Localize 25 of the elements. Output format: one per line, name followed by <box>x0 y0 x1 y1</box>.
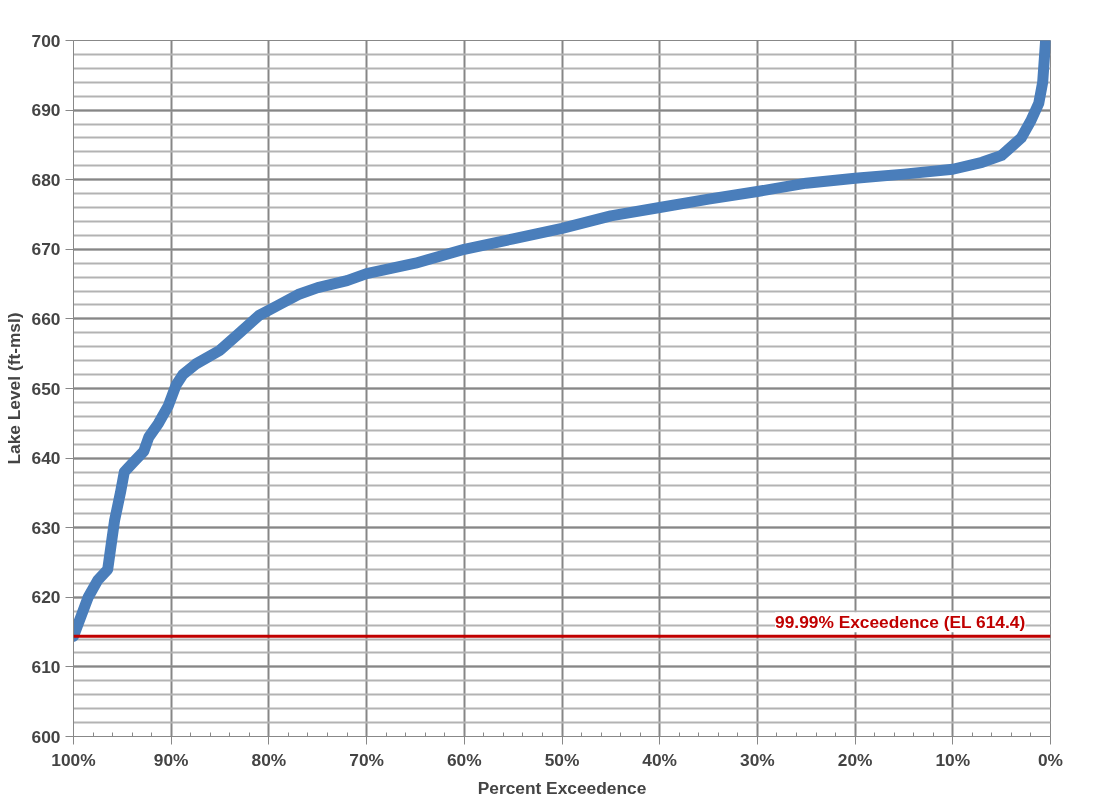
x-tick-label: 0% <box>1037 749 1064 770</box>
ref-line-label: 99.99% Exceedence (EL 614.4) <box>775 612 1026 633</box>
y-tick-label: 700 <box>31 30 61 51</box>
y-axis-title: Lake Level (ft-msl) <box>3 312 24 465</box>
y-tick-label: 680 <box>31 169 61 190</box>
x-tick-label: 80% <box>251 749 287 770</box>
x-tick-label: 50% <box>544 749 580 770</box>
y-tick-label: 690 <box>31 100 61 121</box>
y-tick-label: 640 <box>31 448 61 469</box>
y-tick-label: 620 <box>31 587 61 608</box>
y-tick-label: 650 <box>31 378 61 399</box>
x-tick-label: 90% <box>153 749 189 770</box>
x-axis-title: Percent Exceedence <box>477 777 647 798</box>
y-tick-label: 660 <box>31 308 61 329</box>
x-tick-label: 60% <box>446 749 482 770</box>
x-tick-label: 30% <box>740 749 775 770</box>
x-tick-label: 10% <box>935 749 971 770</box>
x-tick-label: 100% <box>51 749 96 770</box>
y-tick-label: 630 <box>31 517 61 538</box>
y-tick-label: 610 <box>31 656 61 677</box>
x-tick-label: 40% <box>642 749 678 770</box>
y-tick-label: 670 <box>31 239 61 260</box>
x-tick-label: 20% <box>837 749 873 770</box>
x-tick-label: 70% <box>349 749 384 770</box>
y-tick-label: 600 <box>31 726 61 747</box>
